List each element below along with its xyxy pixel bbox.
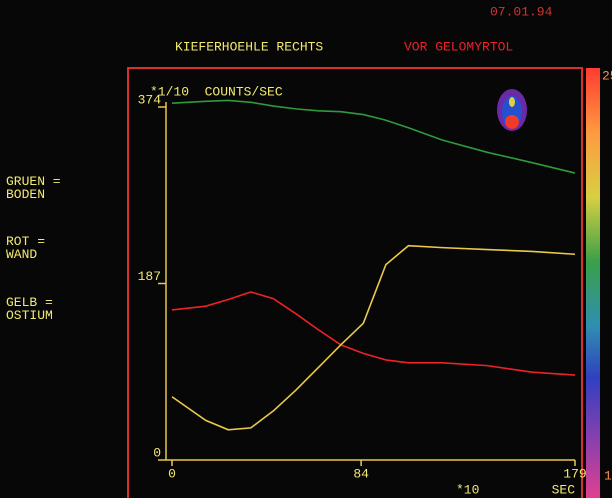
y-tick-label: 0: [153, 445, 161, 460]
chart-title: KIEFERHOEHLE RECHTS: [175, 39, 323, 54]
series-line: [172, 246, 575, 430]
y-axis-label: *1/10 COUNTS/SEC: [150, 84, 283, 99]
x-tick-label: 0: [168, 466, 176, 481]
color-bar-min: 1: [604, 468, 612, 483]
chart-subtitle: VOR GELOMYRTOL: [404, 39, 513, 54]
frame: [128, 68, 582, 498]
x-axis-unit: SEC: [552, 482, 576, 497]
color-bar: [586, 68, 600, 498]
x-axis-label: *10: [456, 482, 479, 497]
color-bar-max: 25: [602, 68, 612, 83]
legend-entry: GELB = OSTIUM: [6, 296, 61, 322]
screen: 07.01.94 KIEFERHOEHLE RECHTS VOR GELOMYR…: [0, 0, 612, 498]
chart: 07.01.94 KIEFERHOEHLE RECHTS VOR GELOMYR…: [0, 0, 612, 498]
x-tick-label: 84: [353, 466, 369, 481]
y-tick-label: 187: [138, 269, 161, 284]
series-line: [172, 292, 575, 375]
y-tick-label: 374: [138, 92, 162, 107]
legend-entry: ROT = WAND: [6, 235, 61, 261]
x-tick-label: 179: [563, 466, 586, 481]
roi-icon: [497, 89, 527, 131]
date: 07.01.94: [490, 4, 553, 19]
legend-entry: GRUEN = BODEN: [6, 175, 61, 201]
